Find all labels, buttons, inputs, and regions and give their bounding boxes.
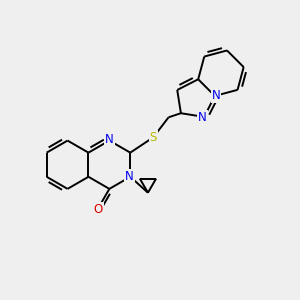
Text: N: N <box>105 134 114 146</box>
Text: S: S <box>150 131 157 144</box>
Text: O: O <box>94 203 103 216</box>
Text: N: N <box>125 170 134 183</box>
Text: N: N <box>198 111 207 124</box>
Text: N: N <box>212 89 220 102</box>
